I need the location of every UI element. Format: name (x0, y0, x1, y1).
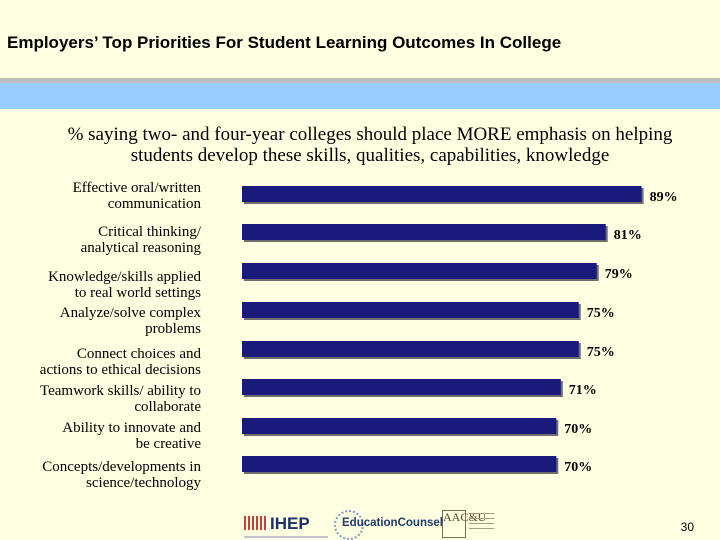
page-title: Employers’ Top Priorities For Student Le… (7, 33, 562, 52)
category-label: Analyze/solve complex problems (59, 305, 201, 337)
ihep-bars-icon (244, 516, 266, 530)
page-number: 30 (680, 520, 694, 534)
bar (242, 341, 579, 357)
category-label: Teamwork skills/ ability to collaborate (39, 383, 201, 415)
bar (242, 263, 597, 279)
education-counsel-logo: EducationCounsel (334, 510, 443, 540)
ihep-logo: IHEP (244, 514, 328, 538)
bar (242, 379, 561, 395)
data-label: 79% (605, 267, 633, 282)
category-label: Connect choices and actions to ethical de… (39, 346, 201, 378)
data-label: 81% (614, 228, 642, 243)
bar (242, 224, 606, 240)
bar (242, 418, 557, 434)
data-label: 75% (587, 345, 615, 360)
data-label: 71% (569, 383, 597, 398)
category-label: Knowledge/skills applied to real world se… (48, 269, 201, 301)
chart-title: % saying two- and four-year colleges sho… (67, 124, 673, 166)
category-label: Ability to innovate and be creative (62, 420, 201, 452)
data-label: 89% (650, 190, 678, 205)
bar (242, 456, 557, 472)
data-label: 70% (564, 460, 592, 475)
category-label: Effective oral/written communication (72, 180, 201, 212)
seal-ring-icon (334, 510, 364, 540)
aacu-mark-icon: AAC&U (442, 510, 486, 538)
category-label: Concepts/developments in science/technolo… (42, 459, 201, 491)
accent-band (0, 83, 720, 109)
category-label: Critical thinking/analytical reasoning (80, 224, 201, 256)
title-bar: Employers’ Top Priorities For Student Le… (0, 0, 720, 78)
aacu-logo: AAC&U (442, 510, 498, 540)
bar (242, 186, 642, 202)
divider (0, 78, 720, 83)
data-label: 70% (564, 422, 592, 437)
data-label: 75% (587, 306, 615, 321)
bar (242, 302, 579, 318)
